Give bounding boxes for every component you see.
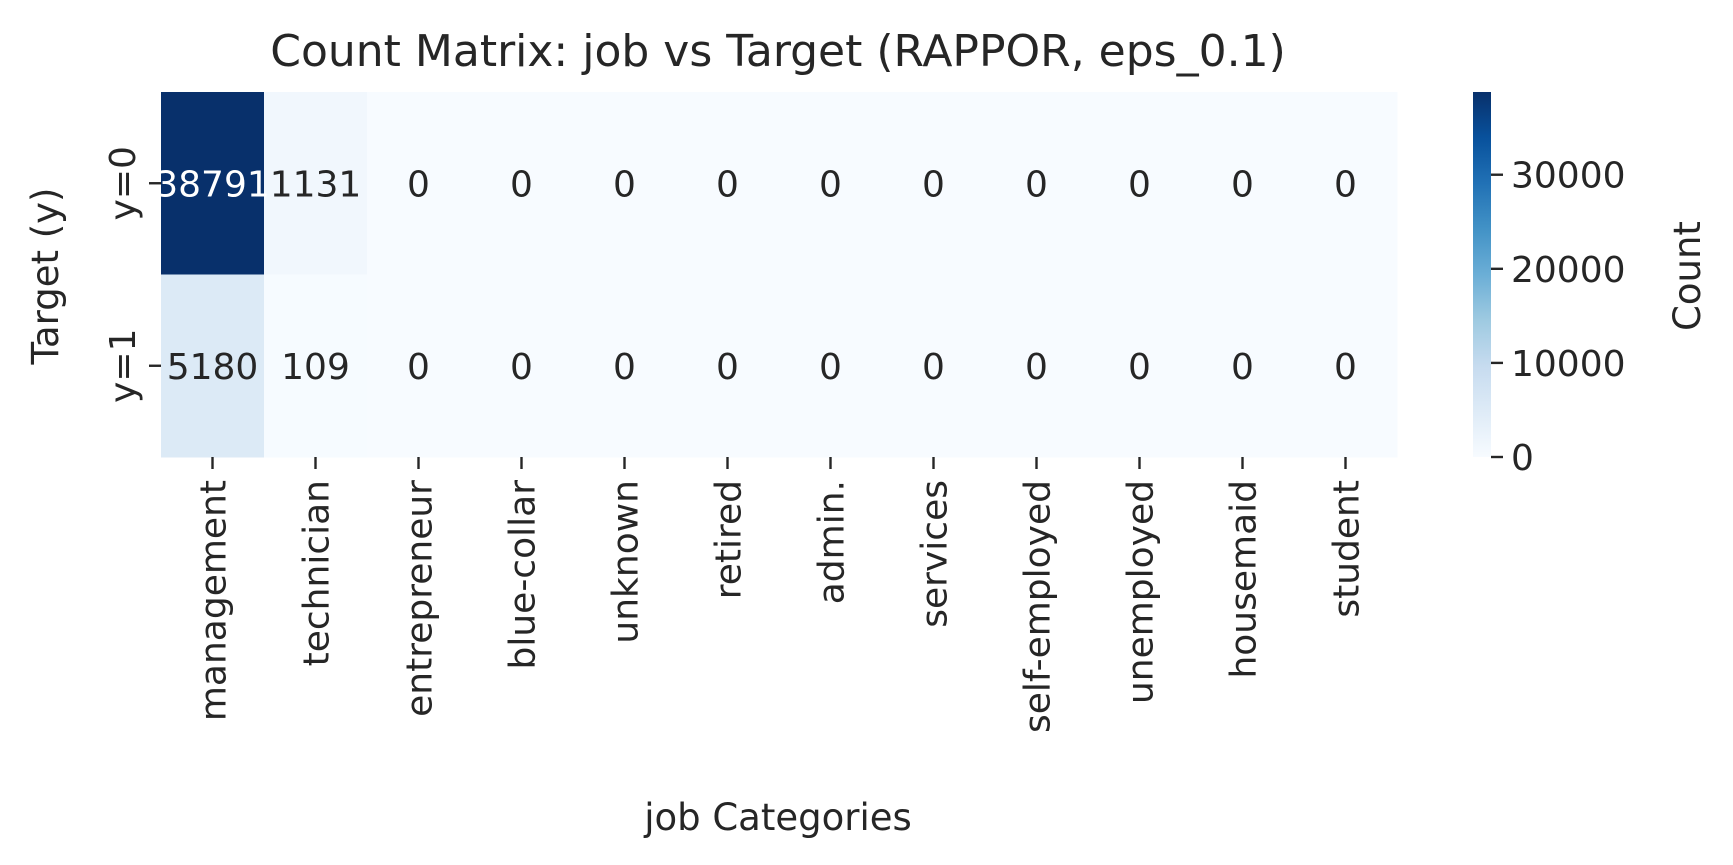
- x-tick-label: unknown: [606, 480, 647, 644]
- colorbar-label: Count: [1666, 221, 1709, 331]
- cell-value-label: 0: [819, 347, 842, 388]
- heatmap-cell: [985, 92, 1089, 275]
- heatmap-cell: [1191, 92, 1295, 275]
- heatmap-cell: [470, 274, 574, 458]
- colorbar: [1473, 92, 1491, 457]
- x-tick-label: housemaid: [1224, 480, 1265, 679]
- x-tick-label: blue-collar: [503, 480, 544, 670]
- cell-value-label: 5180: [167, 347, 259, 388]
- cell-value-label: 1131: [270, 164, 362, 205]
- cell-value-label: 0: [1025, 164, 1048, 205]
- cell-value-label: 0: [407, 347, 430, 388]
- x-tick-label: admin.: [812, 480, 853, 604]
- heatmap-cell: [882, 274, 986, 458]
- heatmap-cell: [161, 92, 265, 275]
- cell-value-label: 0: [1334, 347, 1357, 388]
- heatmap-cell: [779, 274, 883, 458]
- heatmap-cell: [264, 274, 368, 458]
- heatmap-cell: [676, 92, 780, 275]
- colorbar-tick-label: 0: [1511, 438, 1534, 479]
- heatmap-cell: [1088, 92, 1192, 275]
- y-tick-label: y=1: [103, 329, 144, 403]
- heatmap-cell: [264, 92, 368, 275]
- cell-value-label: 0: [510, 347, 533, 388]
- y-tick-label: y=0: [103, 146, 144, 220]
- heatmap-cell-labels: 38791 1131 0 0 0 0 0 0 0 0 0 0 5180 109 0 0 0 0 0 0 0 0 0 0: [155, 164, 1357, 388]
- cell-value-label: 0: [1128, 347, 1151, 388]
- y-axis-ticks: y=0 y=1: [103, 146, 161, 403]
- heatmap-cell: [367, 92, 471, 275]
- heatmap-cell: [161, 274, 265, 458]
- cell-value-label: 0: [922, 164, 945, 205]
- cell-value-label: 0: [1334, 164, 1357, 205]
- x-tick-label: services: [915, 480, 956, 628]
- heatmap-cell: [573, 274, 677, 458]
- heatmap-cell: [1294, 92, 1398, 275]
- x-tick-label: unemployed: [1121, 480, 1162, 704]
- cell-value-label: 0: [613, 164, 636, 205]
- heatmap-cell: [985, 274, 1089, 458]
- heatmap-cell: [1294, 274, 1398, 458]
- heatmap-cell: [779, 92, 883, 275]
- cell-value-label: 0: [1231, 164, 1254, 205]
- heatmap-cell: [676, 274, 780, 458]
- x-tick-label: management: [194, 480, 235, 721]
- cell-value-label: 0: [716, 347, 739, 388]
- x-tick-label: self-employed: [1018, 480, 1059, 733]
- cell-value-label: 0: [407, 164, 430, 205]
- x-tick-label: retired: [709, 480, 750, 599]
- cell-value-label: 0: [613, 347, 636, 388]
- cell-value-label: 0: [510, 164, 533, 205]
- heatmap-cell: [882, 92, 986, 275]
- cell-value-label: 109: [281, 347, 350, 388]
- heatmap-cell: [573, 92, 677, 275]
- heatmap-cell: [470, 92, 574, 275]
- colorbar-tick-label: 10000: [1511, 344, 1626, 385]
- x-tick-label: student: [1327, 480, 1368, 618]
- x-axis-label: job Categories: [643, 796, 912, 839]
- heatmap-cell: [1191, 274, 1295, 458]
- colorbar-ticks: 0 10000 20000 30000: [1491, 156, 1626, 479]
- y-axis-label: Target (y): [24, 188, 67, 366]
- colorbar-tick-label: 30000: [1511, 156, 1626, 197]
- heatmap-cells: [161, 92, 1398, 458]
- x-tick-label: entrepreneur: [400, 480, 441, 717]
- x-axis-ticks: management technician entrepreneur blue-col…: [194, 457, 1368, 733]
- colorbar-tick-label: 20000: [1511, 250, 1626, 291]
- cell-value-label: 38791: [155, 164, 270, 205]
- heatmap-cell: [367, 274, 471, 458]
- cell-value-label: 0: [1128, 164, 1151, 205]
- cell-value-label: 0: [819, 164, 842, 205]
- cell-value-label: 0: [1025, 347, 1048, 388]
- cell-value-label: 0: [716, 164, 739, 205]
- heatmap-cell: [1088, 274, 1192, 458]
- x-tick-label: technician: [297, 480, 338, 666]
- cell-value-label: 0: [922, 347, 945, 388]
- chart-title: Count Matrix: job vs Target (RAPPOR, eps…: [270, 26, 1285, 77]
- cell-value-label: 0: [1231, 347, 1254, 388]
